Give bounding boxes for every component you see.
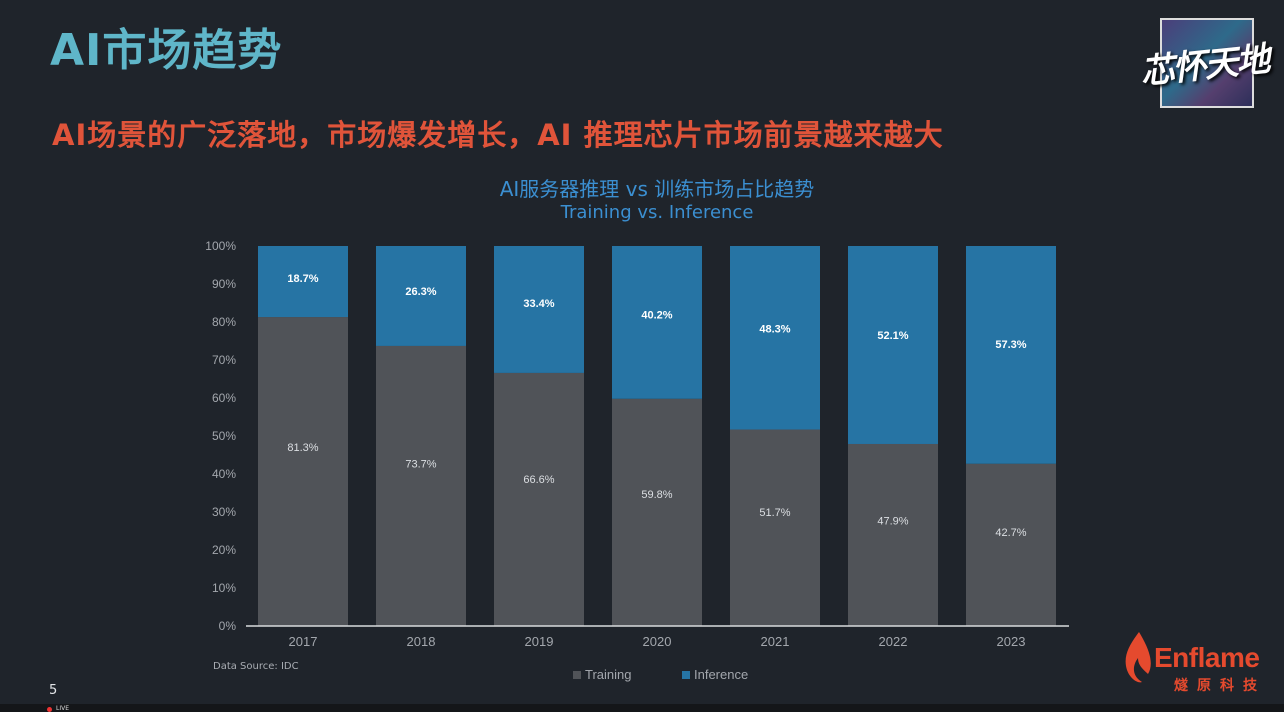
enflame-brand: Enflame 燧原科技 [1122, 628, 1272, 698]
data-label-inference: 18.7% [287, 273, 318, 285]
data-label-inference: 48.3% [759, 324, 790, 336]
data-label-training: 42.7% [995, 527, 1026, 539]
bar-training-2017 [258, 317, 348, 626]
legend-label-training: Training [585, 667, 631, 682]
legend-swatch-inference [682, 671, 690, 679]
bar-training-2021 [730, 429, 820, 626]
y-tick-label: 100% [205, 239, 236, 253]
y-tick-label: 20% [212, 543, 236, 557]
data-label-training: 81.3% [287, 442, 318, 454]
bar-training-2018 [376, 345, 466, 626]
chart-title: AI服务器推理 vs 训练市场占比趋势 [499, 177, 815, 201]
bar-training-2019 [494, 372, 584, 626]
brand-name: Enflame [1154, 642, 1260, 673]
x-tick-label: 2019 [525, 634, 554, 649]
bar-inference-2020 [612, 246, 702, 399]
bar-inference-2018 [376, 246, 466, 346]
x-tick-label: 2023 [997, 634, 1026, 649]
data-label-training: 51.7% [759, 507, 790, 519]
y-tick-label: 0% [219, 619, 237, 633]
chart-subtitle: Training vs. Inference [560, 202, 754, 223]
y-tick-label: 90% [212, 277, 236, 291]
y-tick-label: 40% [212, 467, 236, 481]
flame-icon [1125, 632, 1151, 683]
data-label-training: 66.6% [523, 474, 554, 486]
bar-training-2020 [612, 398, 702, 626]
page-number: 5 [49, 683, 58, 698]
slide-subtitle: AI场景的广泛落地，市场爆发增长，AI 推理芯片市场前景越来越大 [52, 118, 944, 152]
bar-training-2023 [966, 463, 1056, 626]
bar-inference-2021 [730, 246, 820, 430]
y-tick-label: 60% [212, 391, 236, 405]
channel-logo-background [1160, 18, 1254, 108]
bar-inference-2023 [966, 246, 1056, 464]
slide-title: AI市场趋势 [50, 25, 283, 76]
x-tick-label: 2020 [643, 634, 672, 649]
bar-inference-2022 [848, 246, 938, 444]
y-tick-label: 70% [212, 353, 236, 367]
legend-swatch-training [573, 671, 581, 679]
y-tick-label: 50% [212, 429, 236, 443]
legend-label-inference: Inference [694, 667, 748, 682]
live-label: LIVE [56, 705, 70, 712]
y-tick-label: 30% [212, 505, 236, 519]
data-label-training: 73.7% [405, 459, 436, 471]
data-source-note: Data Source: IDC [213, 661, 299, 672]
bar-inference-2017 [258, 246, 348, 318]
player-control-bar[interactable] [0, 704, 1284, 712]
bar-training-2022 [848, 443, 938, 626]
data-label-inference: 52.1% [877, 330, 908, 342]
bar-inference-2019 [494, 246, 584, 373]
x-tick-label: 2021 [761, 634, 790, 649]
y-tick-label: 10% [212, 581, 236, 595]
data-label-training: 59.8% [641, 489, 672, 501]
data-label-inference: 57.3% [995, 339, 1026, 351]
live-indicator-icon [47, 707, 52, 712]
data-label-training: 47.9% [877, 515, 908, 527]
x-tick-label: 2018 [407, 634, 436, 649]
data-label-inference: 33.4% [523, 298, 554, 310]
y-tick-label: 80% [212, 315, 236, 329]
brand-name-cn: 燧原科技 [1174, 678, 1266, 694]
x-tick-label: 2017 [289, 634, 318, 649]
data-label-inference: 26.3% [405, 286, 436, 298]
data-label-inference: 40.2% [641, 310, 672, 322]
x-tick-label: 2022 [879, 634, 908, 649]
